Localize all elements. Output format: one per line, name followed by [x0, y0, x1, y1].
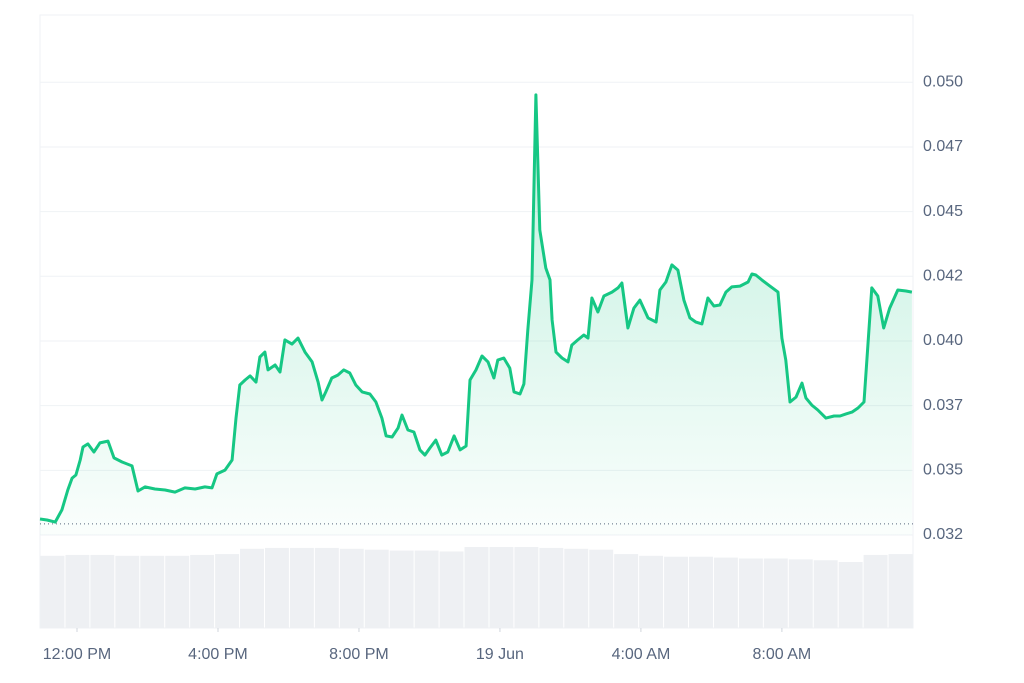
- volume-bar: [489, 547, 514, 628]
- y-tick-label: 0.032: [923, 526, 963, 543]
- volume-bar: [65, 554, 90, 628]
- volume-bar: [639, 555, 664, 628]
- volume-bar: [90, 554, 115, 628]
- volume-bar: [40, 555, 65, 628]
- x-tick-label: 4:00 PM: [188, 646, 248, 663]
- volume-bar: [140, 555, 165, 628]
- volume-bar: [115, 555, 140, 628]
- volume-bar: [514, 547, 539, 628]
- volume-bar: [763, 558, 788, 628]
- volume-bar: [564, 548, 589, 628]
- volume-bar: [314, 547, 339, 628]
- volume-bar: [888, 554, 913, 628]
- volume-bar: [539, 547, 564, 628]
- volume-bar: [339, 548, 364, 628]
- volume-bar: [240, 548, 264, 628]
- y-tick-label: 0.037: [923, 397, 963, 414]
- x-tick-label: 4:00 AM: [612, 646, 671, 663]
- volume-bar: [664, 556, 689, 628]
- volume-bar: [289, 547, 314, 628]
- y-tick-label: 0.050: [923, 73, 963, 90]
- y-tick-label: 0.040: [923, 332, 963, 349]
- volume-bar: [464, 547, 489, 628]
- volume-bar: [689, 556, 713, 628]
- x-tick-label: 19 Jun: [476, 646, 524, 663]
- volume-bar: [414, 550, 439, 628]
- area-fill: [40, 94, 912, 536]
- volume-bar: [838, 562, 863, 628]
- volume-bar: [713, 557, 738, 628]
- y-tick-label: 0.045: [923, 203, 963, 220]
- volume-bar: [439, 551, 464, 628]
- volume-bar: [364, 549, 389, 628]
- x-tick-label: 12:00 PM: [43, 646, 111, 663]
- y-tick-label: 0.047: [923, 138, 963, 155]
- volume-bar: [190, 554, 215, 628]
- volume-bar: [788, 559, 813, 628]
- volume-bar: [614, 554, 639, 628]
- y-tick-label: 0.035: [923, 462, 963, 479]
- volume-bar: [738, 558, 763, 628]
- x-tick-label: 8:00 AM: [753, 646, 812, 663]
- price-line: [39, 93, 913, 524]
- volume-bar: [589, 549, 614, 628]
- y-tick-label: 0.042: [923, 268, 963, 285]
- volume-bar: [264, 547, 289, 628]
- x-tick-label: 8:00 PM: [329, 646, 389, 663]
- volume-bar: [389, 550, 414, 628]
- plot-frame: [39, 14, 914, 629]
- volume-bar: [215, 554, 240, 628]
- volume-bar: [165, 555, 190, 628]
- volume-bar: [863, 554, 888, 628]
- volume-bar: [813, 560, 838, 628]
